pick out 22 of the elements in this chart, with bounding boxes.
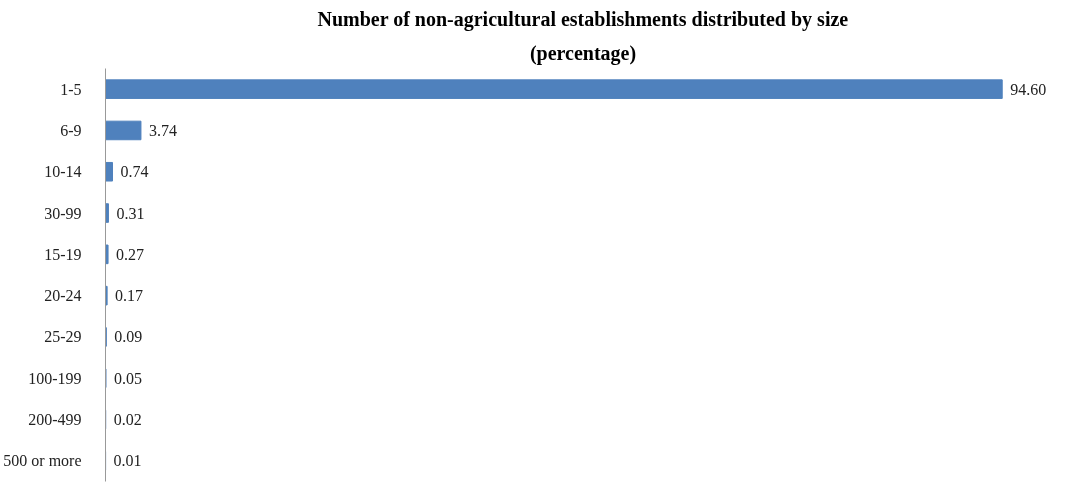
y-tick-label: 25-29 <box>44 328 82 346</box>
data-label: 94.60 <box>1010 80 1047 98</box>
y-tick-label: 30-99 <box>44 204 82 222</box>
y-tick-label: 1-5 <box>60 80 82 98</box>
y-tick-label: 10-14 <box>44 163 82 181</box>
data-label: 0.27 <box>116 245 145 263</box>
y-tick-label: 15-19 <box>44 245 82 263</box>
data-label: 0.74 <box>120 163 149 181</box>
y-tick-label: 500 or more <box>3 452 82 470</box>
data-label: 3.74 <box>148 121 177 139</box>
data-label: 0.17 <box>115 287 144 305</box>
chart-subtitle: (percentage) <box>529 41 637 65</box>
y-tick-label: 6-9 <box>60 121 82 139</box>
y-tick-label: 200-499 <box>28 411 82 429</box>
y-tick-label: 20-24 <box>44 287 82 305</box>
data-label: 0.09 <box>114 328 143 346</box>
chart-title: Number of non-agricultural establishments distributed by size <box>317 7 849 31</box>
data-label: 0.01 <box>113 452 142 470</box>
data-label: 0.31 <box>116 204 145 222</box>
data-label: 0.02 <box>113 411 142 429</box>
y-tick-label: 100-199 <box>28 369 82 387</box>
data-label: 0.05 <box>113 369 142 387</box>
